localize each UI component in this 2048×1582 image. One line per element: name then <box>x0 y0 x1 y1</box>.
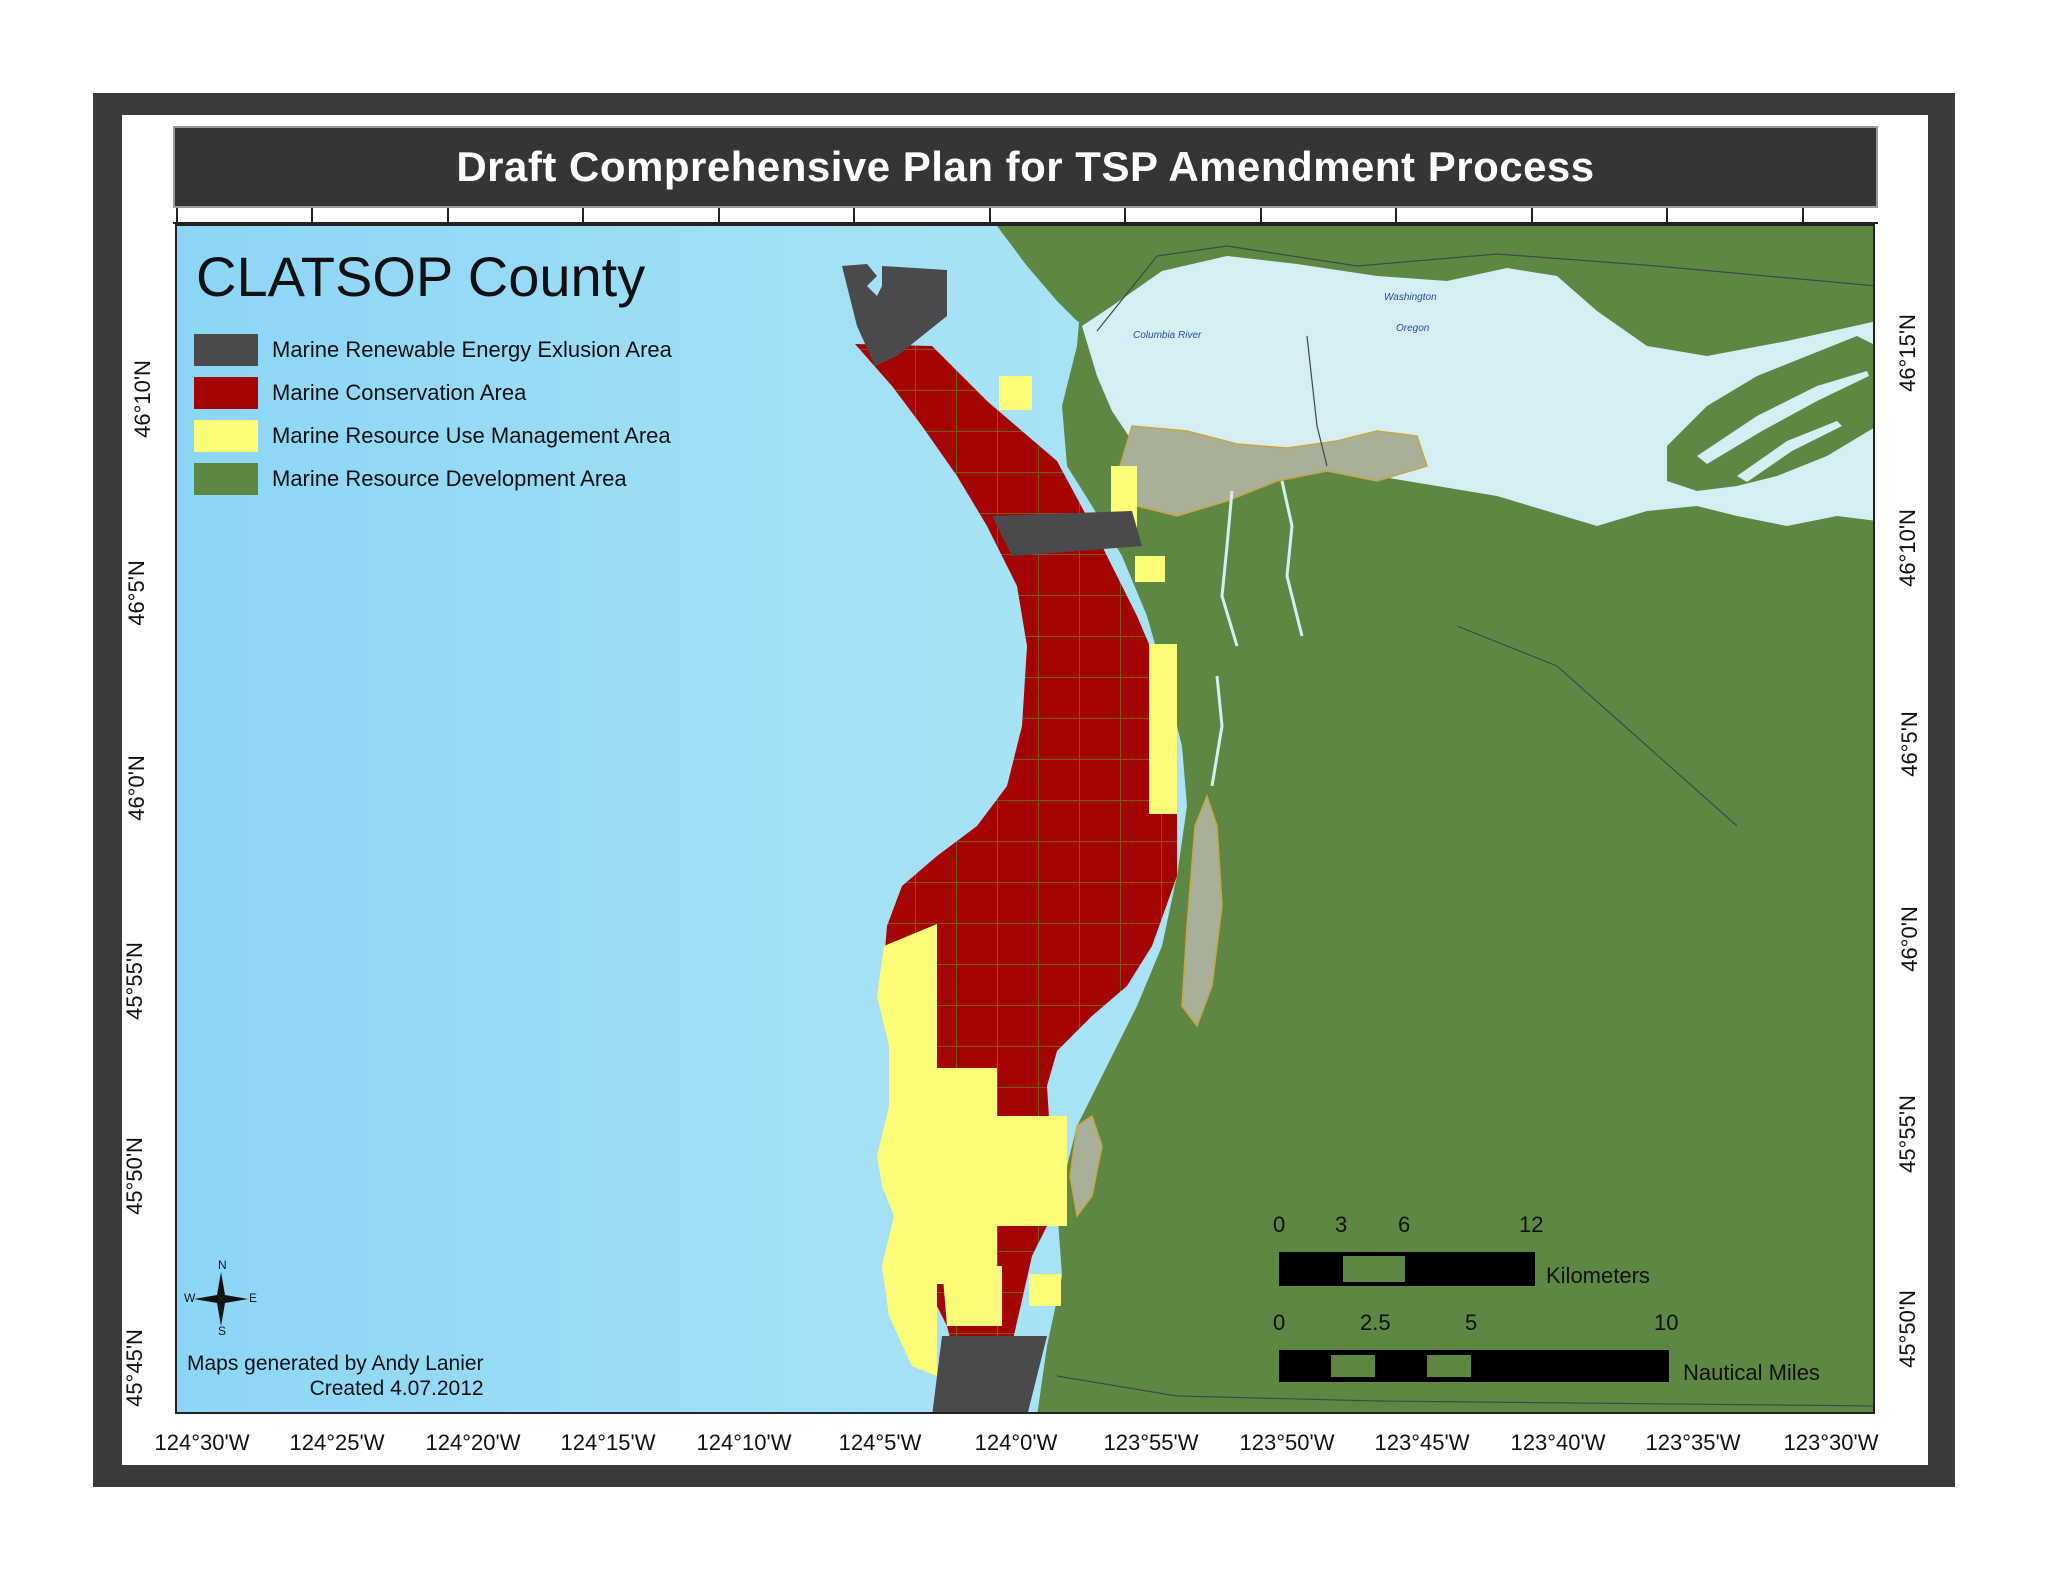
scale-km-bar <box>1279 1252 1535 1286</box>
map-credit: Maps generated by Andy Lanier Created 4.… <box>187 1351 484 1401</box>
urban-astoria <box>1116 425 1428 517</box>
boundaries <box>1056 245 1873 1407</box>
label-columbia-river: Columbia River <box>1133 330 1202 341</box>
north-arrow-icon: N S W E <box>184 1258 258 1338</box>
lat-label-left: 46°10'N <box>129 360 155 438</box>
lon-label: 123°40'W <box>1510 1430 1606 1455</box>
legend-item: Marine Resource Development Area <box>194 457 672 500</box>
lon-label: 123°50'W <box>1239 1430 1335 1455</box>
scale-km-unit: Kilometers <box>1546 1263 1650 1288</box>
label-oregon: Oregon <box>1396 323 1430 334</box>
county-name: CLATSOP County <box>196 245 646 308</box>
lon-label: 123°30'W <box>1783 1430 1879 1455</box>
land-washington <box>997 226 1873 336</box>
map-graphic <box>177 226 1873 1412</box>
lat-label-right: 46°5'N <box>1896 711 1922 777</box>
scale-nm-tick: 10 <box>1654 1310 1679 1335</box>
legend-label: Marine Conservation Area <box>272 379 527 405</box>
lon-label: 124°30'W <box>154 1430 250 1455</box>
compass-s: S <box>218 1324 227 1338</box>
lon-label: 123°55'W <box>1103 1430 1199 1455</box>
legend-label: Marine Renewable Energy Exlusion Area <box>272 336 672 362</box>
lat-label-left: 45°55'N <box>121 942 147 1020</box>
legend: Marine Renewable Energy Exlusion Area Ma… <box>194 328 672 500</box>
lon-label: 124°25'W <box>289 1430 385 1455</box>
waterways <box>1210 480 1304 787</box>
compass-w: W <box>184 1291 196 1305</box>
scale-nm-tick: 2.5 <box>1360 1310 1391 1335</box>
lat-label-right: 46°10'N <box>1894 509 1920 587</box>
scale-nm-unit: Nautical Miles <box>1683 1360 1820 1385</box>
legend-swatch-development <box>194 462 258 495</box>
scale-nm-tick: 0 <box>1273 1310 1286 1335</box>
lat-label-left: 46°5'N <box>123 560 149 626</box>
legend-swatch-use-management <box>194 419 258 452</box>
legend-item: Marine Resource Use Management Area <box>194 414 672 457</box>
legend-swatch-conservation <box>194 376 258 409</box>
compass-n: N <box>218 1258 227 1272</box>
lat-label-right: 46°0'N <box>1896 906 1922 972</box>
scale-km-tick: 12 <box>1519 1212 1544 1237</box>
lon-label: 124°10'W <box>696 1430 792 1455</box>
lat-label-left: 45°50'N <box>121 1137 147 1215</box>
lon-label: 123°35'W <box>1645 1430 1741 1455</box>
map-title: Draft Comprehensive Plan for TSP Amendme… <box>456 143 1595 190</box>
credit-author: Maps generated by Andy Lanier <box>187 1352 484 1375</box>
legend-item: Marine Renewable Energy Exlusion Area <box>194 328 672 371</box>
urban-cannon <box>1069 1114 1103 1218</box>
lon-label: 124°5'W <box>838 1430 922 1455</box>
compass-e: E <box>249 1291 258 1305</box>
lat-label-right: 45°55'N <box>1894 1095 1920 1173</box>
scale-nm-tick: 5 <box>1465 1310 1478 1335</box>
credit-date: Created 4.07.2012 <box>309 1377 484 1400</box>
use-management-areas <box>877 376 1177 1376</box>
lat-label-left: 45°45'N <box>121 1329 147 1407</box>
scale-nm-bar <box>1279 1350 1669 1382</box>
lon-label: 124°0'W <box>974 1430 1058 1455</box>
legend-swatch-exclusion <box>194 333 258 366</box>
scale-km-tick: 3 <box>1335 1212 1348 1237</box>
legend-label: Marine Resource Development Area <box>272 465 627 491</box>
top-tick-strip <box>173 208 1878 224</box>
lat-label-right: 46°15'N <box>1894 314 1920 392</box>
lat-label-left: 46°0'N <box>123 755 149 821</box>
lon-label: 123°45'W <box>1374 1430 1470 1455</box>
map-canvas[interactable] <box>175 224 1875 1414</box>
land-oregon <box>1037 226 1873 1412</box>
urban-seaside <box>1181 793 1223 1028</box>
label-washington: Washington <box>1384 292 1437 303</box>
title-bar: Draft Comprehensive Plan for TSP Amendme… <box>173 126 1878 208</box>
legend-label: Marine Resource Use Management Area <box>272 422 671 448</box>
scale-km-tick: 6 <box>1398 1212 1411 1237</box>
scale-km-tick: 0 <box>1273 1212 1286 1237</box>
lon-label: 124°20'W <box>425 1430 521 1455</box>
lon-label: 124°15'W <box>560 1430 656 1455</box>
legend-item: Marine Conservation Area <box>194 371 672 414</box>
lat-label-right: 45°50'N <box>1894 1290 1920 1368</box>
exclusion-areas <box>842 264 1142 1412</box>
